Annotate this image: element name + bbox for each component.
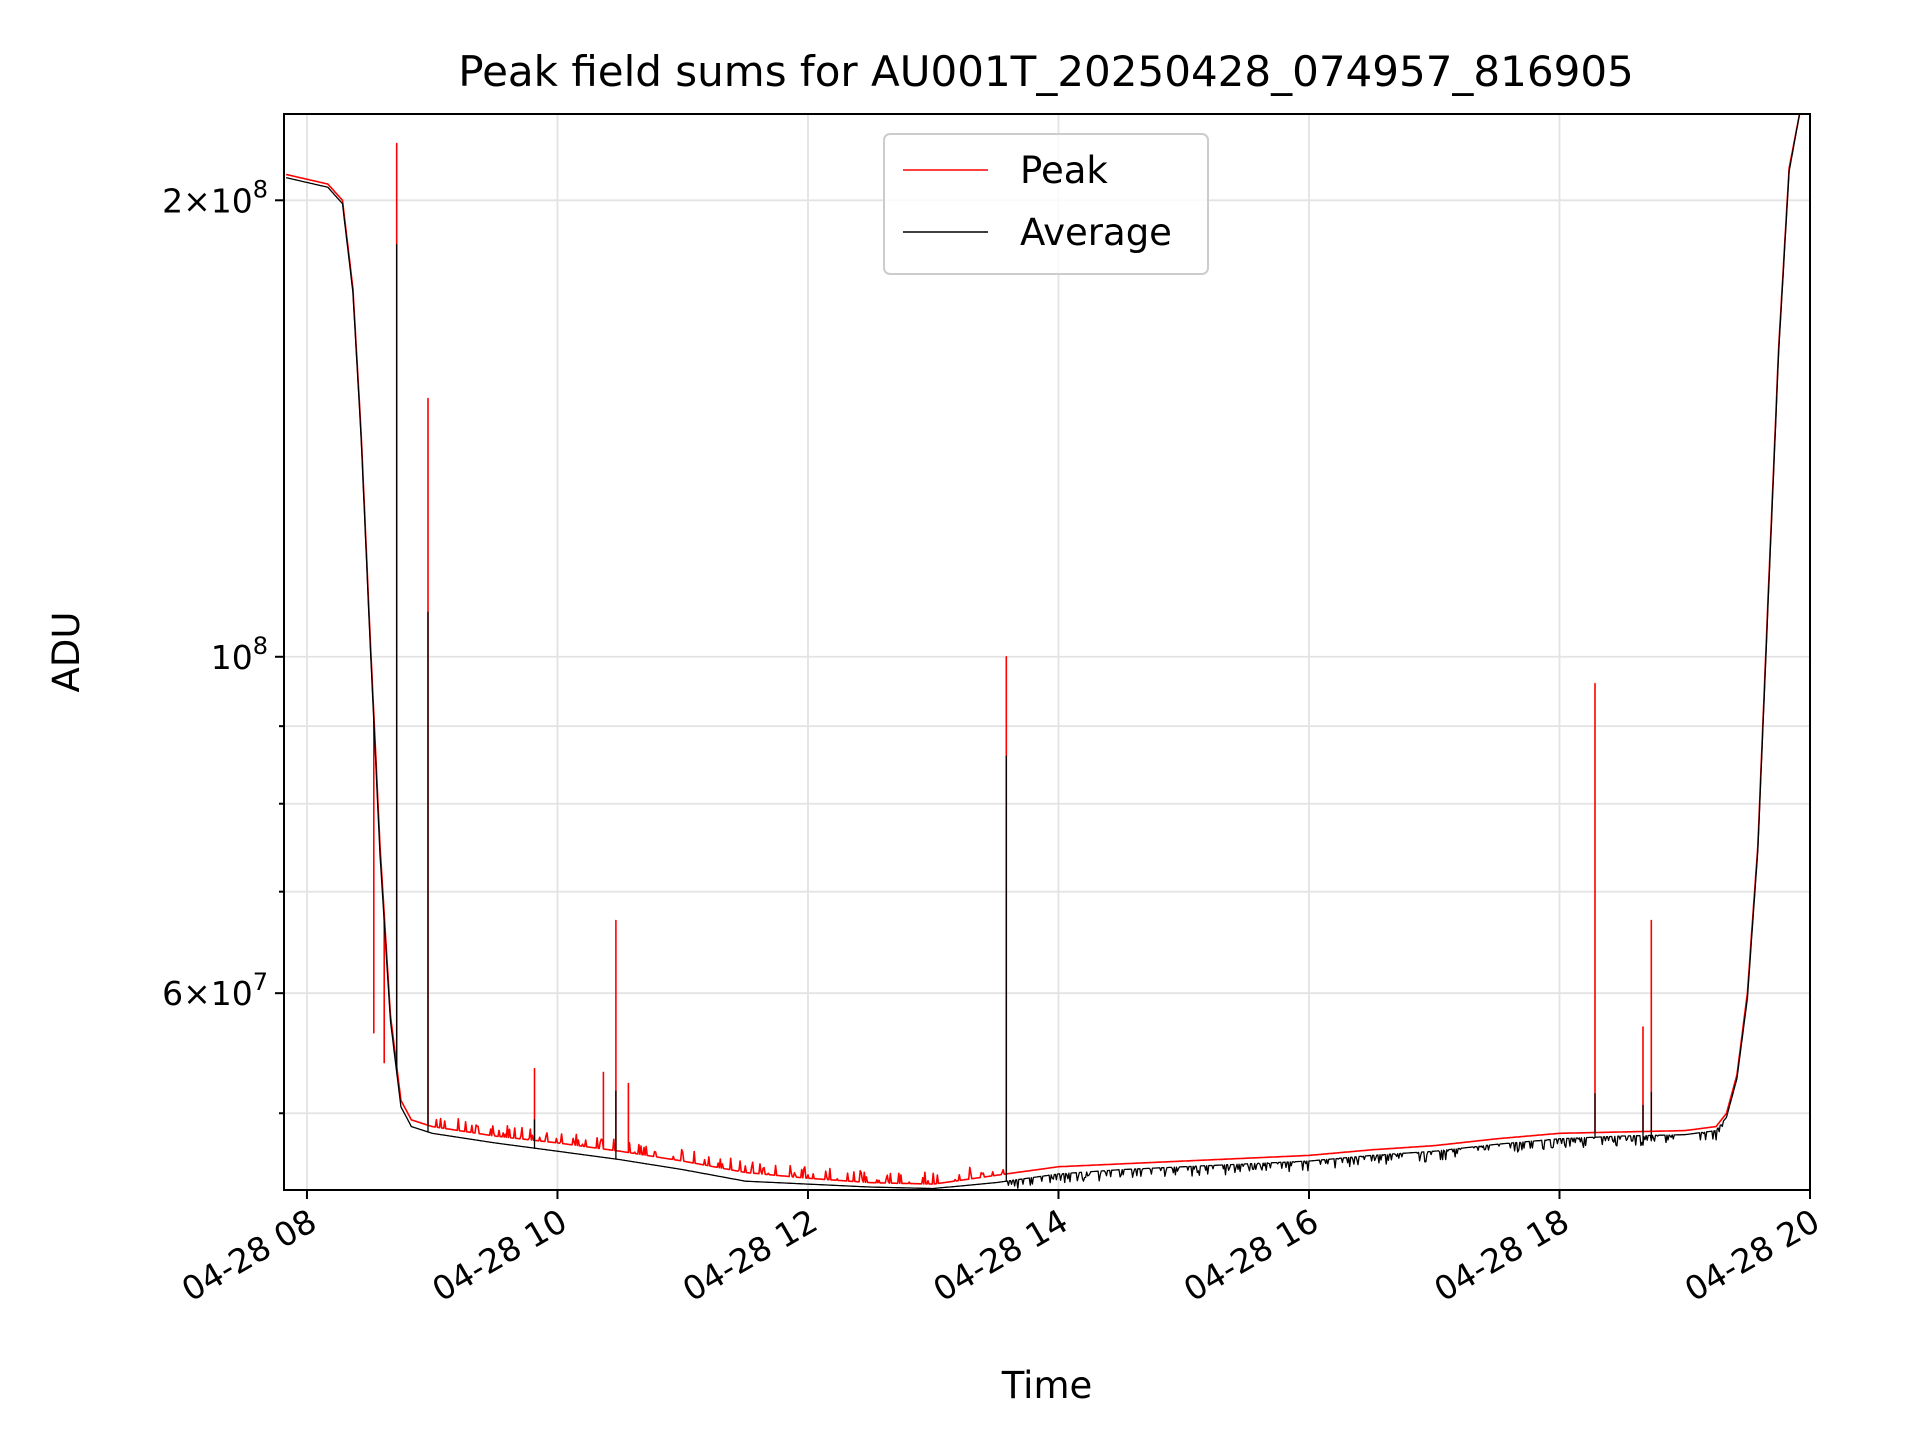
- y-tick-base: 10: [211, 974, 253, 1013]
- series-line-average: [285, 113, 1801, 1190]
- grid-lines: [284, 114, 1811, 1190]
- y-tick-base: 10: [211, 638, 253, 677]
- y-tick-label: 2×108: [162, 175, 268, 220]
- y-tick-label: 6×107: [162, 968, 268, 1013]
- y-tick-label: 108: [211, 632, 268, 677]
- legend-label-average: Average: [1020, 211, 1172, 254]
- plot-frame: [283, 113, 1811, 1191]
- chart-title: Peak field sums for AU001T_20250428_0749…: [458, 47, 1634, 96]
- legend-label-peak: Peak: [1020, 149, 1108, 192]
- y-tick-base: 10: [211, 181, 253, 220]
- y-tick-times: ×: [183, 974, 211, 1013]
- y-tick-exponent: 7: [253, 968, 268, 996]
- legend: Peak Average: [883, 133, 1209, 275]
- y-tick-times: ×: [183, 181, 211, 220]
- y-axis-label: ADU: [45, 612, 88, 693]
- plot-series: [285, 113, 1801, 1190]
- y-tick-mantissa: 6: [162, 974, 183, 1013]
- y-tick-exponent: 8: [253, 632, 268, 660]
- x-axis-label: Time: [1001, 1364, 1093, 1407]
- legend-box: [883, 133, 1209, 275]
- y-tick-exponent: 8: [253, 175, 268, 203]
- y-tick-mantissa: 2: [162, 181, 183, 220]
